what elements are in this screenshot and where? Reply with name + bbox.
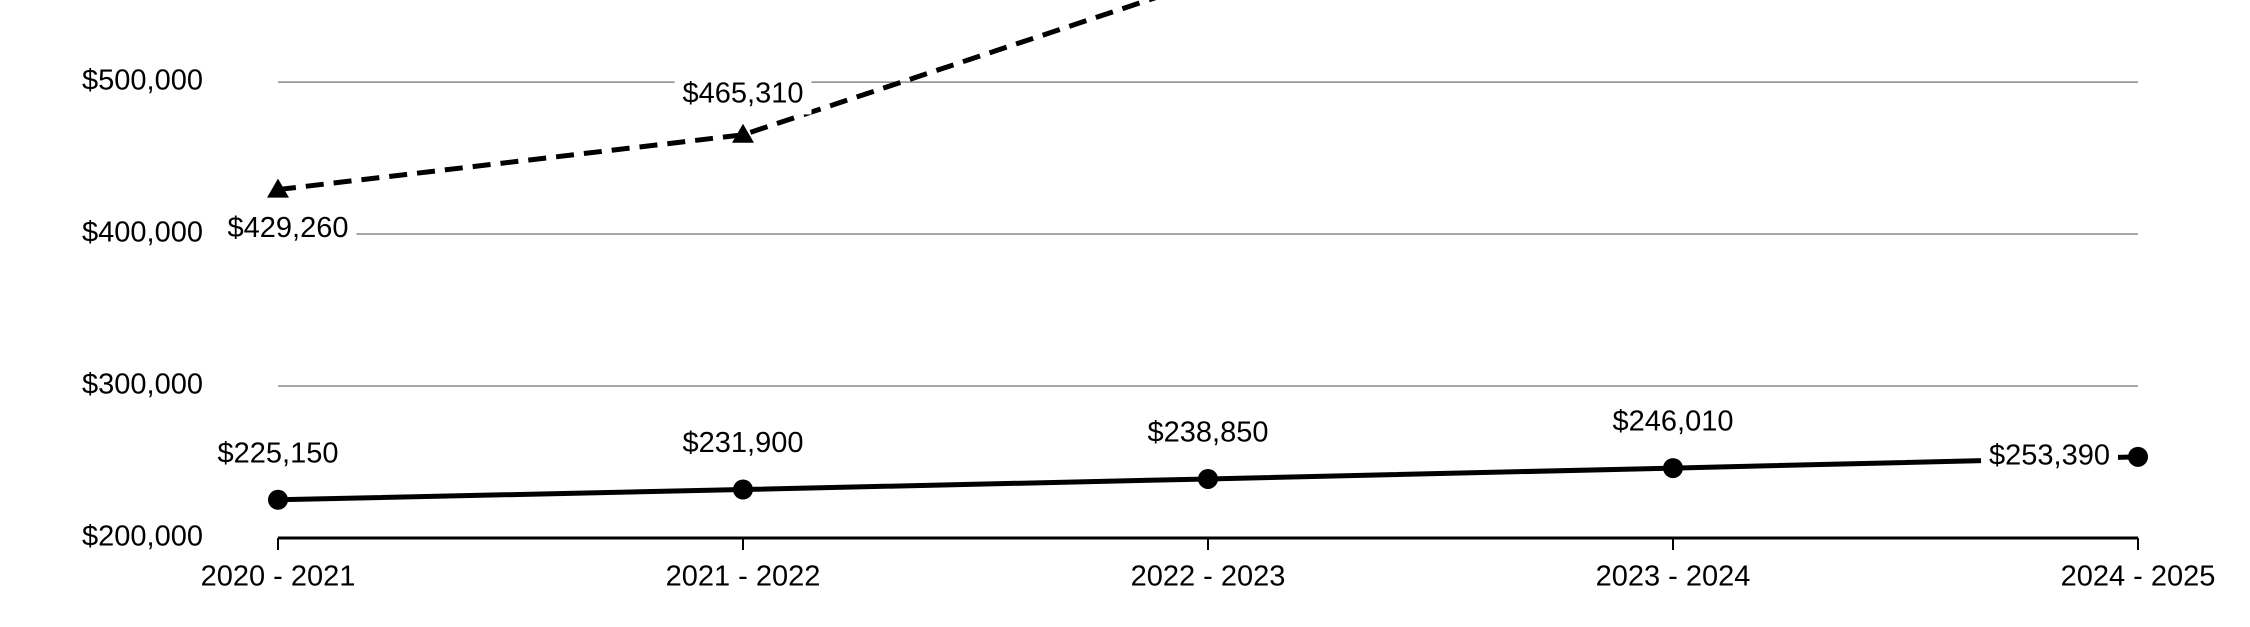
y-tick-label: $200,000 [82, 521, 203, 553]
data-label-bg [1604, 400, 1742, 443]
data-label-bg [674, 72, 812, 115]
series-line [277, 0, 1157, 193]
x-tick-label: 2022 - 2023 [1131, 561, 1286, 593]
data-label: $238,850 [1148, 417, 1269, 449]
data-label: $253,390 [1989, 440, 2110, 472]
data-label: $225,150 [218, 437, 339, 469]
x-tick-label: 2021 - 2022 [666, 561, 821, 593]
data-label-bg [1139, 411, 1277, 454]
y-tick-label: $500,000 [82, 65, 203, 97]
data-label-bg [674, 422, 812, 465]
data-label: $231,900 [683, 427, 804, 459]
marker [1198, 468, 1218, 489]
data-label: $429,260 [228, 212, 349, 244]
marker [732, 123, 754, 143]
data-label: $246,010 [1613, 406, 1734, 438]
marker [1663, 458, 1683, 479]
x-tick-label: 2023 - 2024 [1596, 561, 1751, 593]
marker [268, 489, 288, 510]
data-label-bg [209, 432, 347, 475]
x-tick-label: 2020 - 2021 [201, 561, 356, 593]
y-tick-label: $400,000 [82, 217, 203, 249]
y-tick-label: $300,000 [82, 369, 203, 401]
data-label-bg [219, 207, 357, 250]
data-label-bg [1981, 434, 2118, 477]
marker [733, 479, 753, 500]
x-tick-label: 2024 - 2025 [2061, 561, 2216, 593]
data-label: $465,310 [683, 77, 804, 109]
marker [2128, 446, 2148, 467]
marker [267, 178, 289, 198]
